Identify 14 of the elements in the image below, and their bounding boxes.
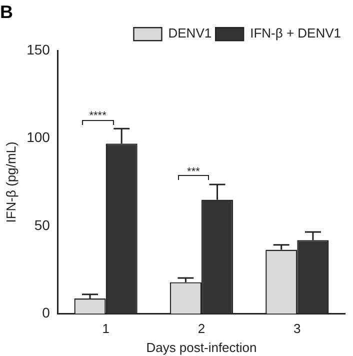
legend-label: DENV1 (168, 26, 212, 41)
y-tick-label: 50 (34, 216, 50, 233)
x-tick-label: 1 (102, 321, 110, 336)
y-tick-label: 100 (26, 129, 50, 146)
annotation: **** (89, 110, 108, 122)
y-tick-label: 150 (26, 41, 50, 58)
x-tick-label: 3 (294, 321, 301, 336)
y-axis-title: IFN-β (pg/mL) (3, 142, 18, 223)
annotation: *** (187, 166, 201, 178)
chart-title: B (0, 2, 13, 22)
legend-label: IFN-β + DENV1 (250, 26, 342, 41)
x-axis-title: Days post-infection (146, 340, 257, 355)
x-tick-label: 2 (198, 321, 206, 336)
y-tick-label: 0 (42, 304, 50, 321)
